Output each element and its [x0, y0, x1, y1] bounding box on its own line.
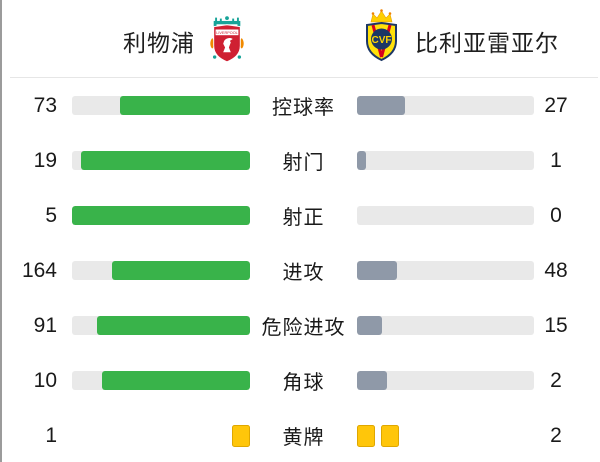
stat-label: 射门	[282, 152, 325, 174]
home-cards	[72, 424, 250, 447]
yellow-card-icon	[357, 424, 375, 447]
home-bar-fill	[101, 371, 250, 390]
header-divider	[10, 77, 598, 78]
away-value: 0	[550, 203, 562, 227]
home-value: 19	[33, 148, 57, 172]
away-bar	[357, 261, 534, 280]
away-value: 48	[544, 258, 568, 282]
away-bar	[357, 206, 534, 225]
home-value: 10	[33, 368, 57, 392]
stat-row: 1 黄牌 2	[2, 408, 600, 462]
home-value: 164	[21, 258, 57, 282]
stat-label: 黄牌	[282, 427, 325, 449]
svg-text:LIVERPOOL: LIVERPOOL	[216, 31, 238, 35]
away-bar-fill	[357, 96, 405, 115]
home-value: 73	[33, 93, 57, 117]
away-bar	[357, 316, 534, 335]
stat-label: 射正	[282, 207, 325, 229]
away-cards	[357, 424, 534, 447]
away-bar-fill	[357, 151, 366, 170]
away-value: 27	[544, 93, 568, 117]
home-bar	[72, 316, 250, 335]
home-bar	[72, 206, 250, 225]
away-bar	[357, 96, 534, 115]
home-value: 5	[45, 203, 57, 227]
stat-row: 5 射正 0	[2, 188, 600, 243]
away-value: 1	[550, 148, 562, 172]
home-bar	[72, 96, 250, 115]
home-bar-fill	[80, 151, 250, 170]
away-value: 2	[550, 368, 562, 392]
away-bar-fill	[357, 261, 398, 280]
away-team-name: 比利亚雷亚尔	[415, 30, 559, 56]
stat-row: 10 角球 2	[2, 353, 600, 408]
stat-row: 91 危险进攻 15	[2, 298, 600, 353]
home-bar	[72, 261, 250, 280]
away-value: 2	[550, 423, 562, 447]
svg-text:CVF: CVF	[372, 35, 392, 46]
home-bar-fill	[97, 316, 250, 335]
away-bar	[357, 151, 534, 170]
stat-row: 19 射门 1	[2, 133, 600, 188]
liverpool-crest-icon: LIVERPOOL	[210, 16, 244, 63]
stat-row: 73 控球率 27	[2, 78, 600, 133]
away-bar-fill	[357, 316, 383, 335]
away-bar-fill	[357, 371, 387, 390]
stat-label: 控球率	[272, 97, 335, 119]
home-team-name: 利物浦	[123, 30, 195, 56]
home-bar-fill	[120, 96, 250, 115]
stat-label: 角球	[282, 372, 325, 394]
home-bar-fill	[112, 261, 250, 280]
stat-label: 危险进攻	[261, 317, 346, 339]
home-value: 91	[33, 313, 57, 337]
stat-row: 164 进攻 48	[2, 243, 600, 298]
home-bar	[72, 371, 250, 390]
stats-list: 73 控球率 27 19 射门 1 5 射正 0 164 进攻 48 91 危险进攻 15 10 角球 2 1 黄牌 2	[2, 78, 600, 462]
away-bar	[357, 371, 534, 390]
stat-label: 进攻	[282, 262, 325, 284]
home-value: 1	[45, 423, 57, 447]
home-bar-fill	[72, 206, 250, 225]
home-bar	[72, 151, 250, 170]
villarreal-crest-icon: CVF	[366, 9, 397, 62]
yellow-card-icon	[232, 424, 250, 447]
away-value: 15	[544, 313, 568, 337]
yellow-card-icon	[381, 424, 399, 447]
